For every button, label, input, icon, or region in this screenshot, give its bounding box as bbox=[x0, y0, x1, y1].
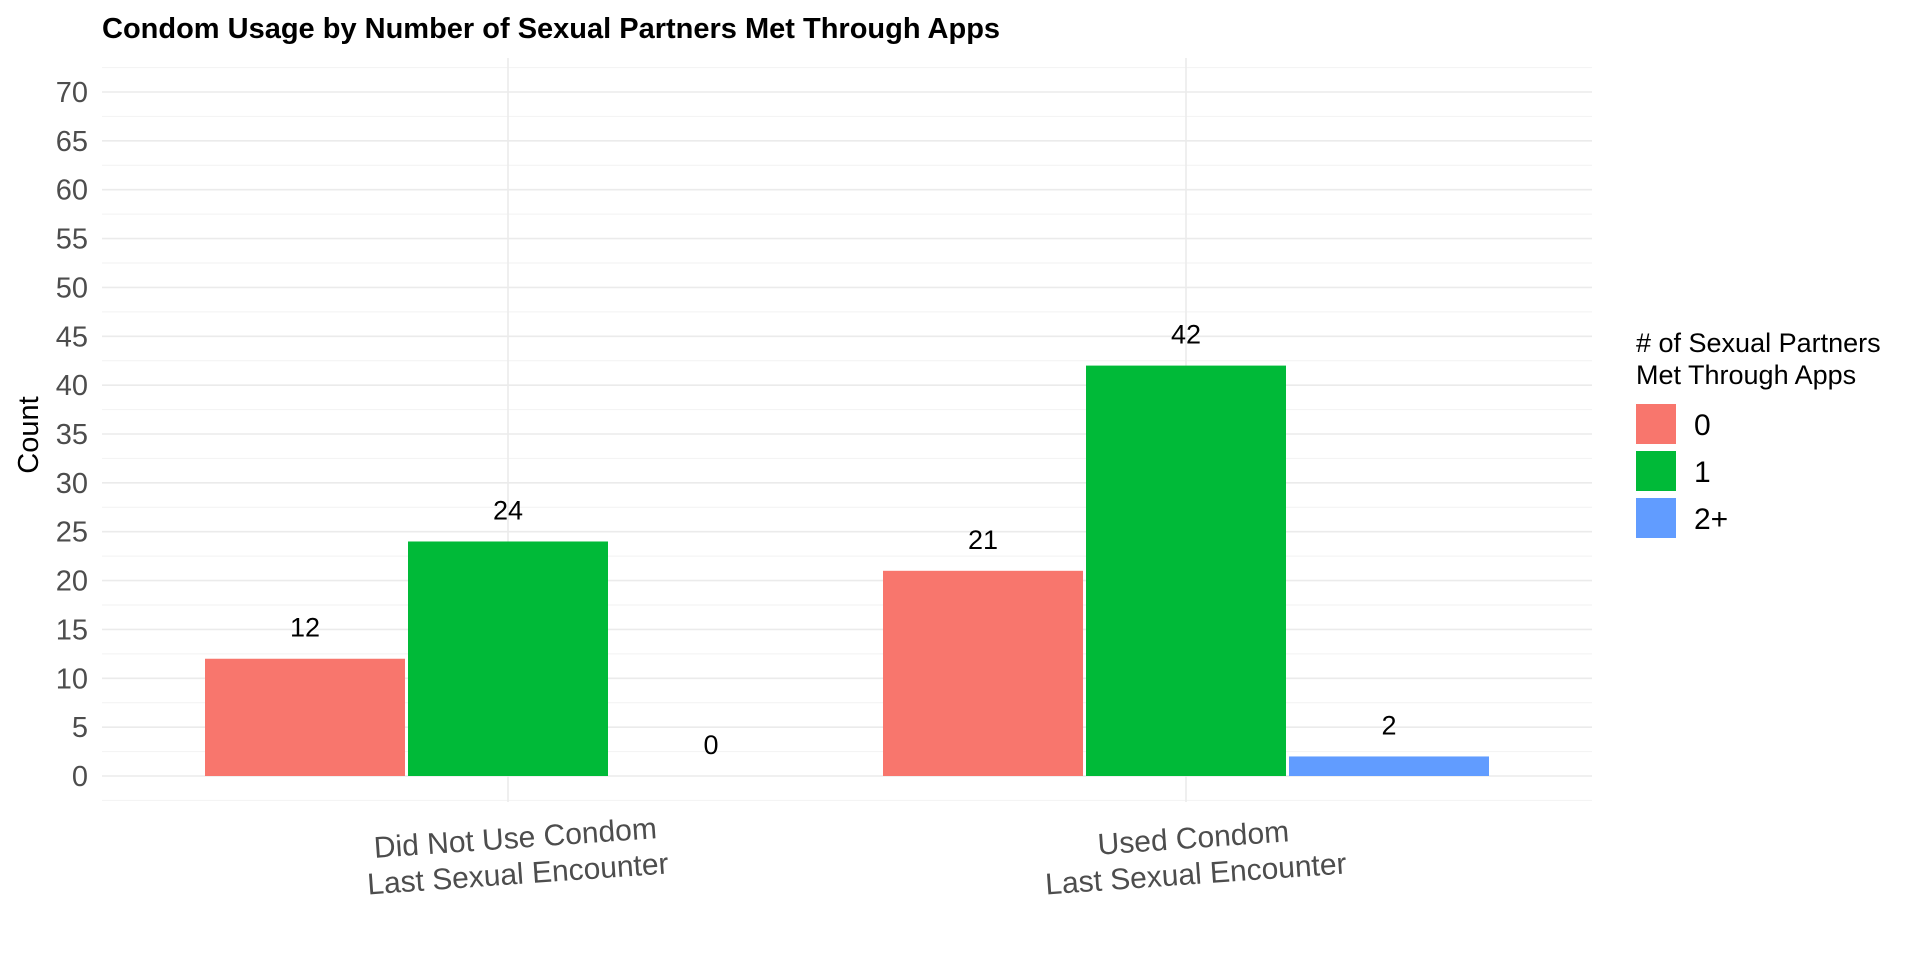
y-tick-label: 55 bbox=[56, 224, 88, 256]
legend-title-line: Met Through Apps bbox=[1636, 360, 1856, 390]
y-tick-label: 30 bbox=[56, 468, 88, 500]
bar-1-cat1 bbox=[408, 541, 608, 776]
y-tick-label: 60 bbox=[56, 175, 88, 207]
legend-item-2+: 2+ bbox=[1636, 498, 1728, 538]
legend-label: 1 bbox=[1694, 456, 1711, 489]
grid-layer bbox=[102, 58, 1592, 802]
y-tick-label: 15 bbox=[56, 614, 88, 646]
legend-swatch bbox=[1636, 404, 1676, 444]
y-tick-label: 10 bbox=[56, 663, 88, 695]
y-tick-label: 25 bbox=[56, 517, 88, 549]
y-tick-label: 70 bbox=[56, 77, 88, 109]
data-label: 0 bbox=[703, 730, 718, 760]
y-tick-label: 45 bbox=[56, 321, 88, 353]
data-labels-layer: 12 24 0 21 42 2 bbox=[290, 320, 1397, 760]
y-tick-label: 0 bbox=[72, 761, 88, 793]
bar-0-cat2 bbox=[883, 570, 1083, 776]
y-tick-label: 20 bbox=[56, 566, 88, 598]
legend-label: 2+ bbox=[1694, 503, 1728, 536]
legend-item-0: 0 bbox=[1636, 404, 1711, 444]
data-label: 42 bbox=[1171, 320, 1201, 350]
legend-item-1: 1 bbox=[1636, 451, 1711, 491]
data-label: 24 bbox=[493, 495, 523, 525]
legend-swatch bbox=[1636, 451, 1676, 491]
legend-label: 0 bbox=[1694, 409, 1711, 442]
legend-title-line: # of Sexual Partners bbox=[1636, 328, 1881, 358]
bar-0-cat1 bbox=[205, 658, 405, 776]
data-label: 12 bbox=[290, 613, 320, 643]
x-tick-label-line: Last Sexual Encounter bbox=[1044, 847, 1347, 901]
bar-2+-cat2 bbox=[1289, 756, 1489, 776]
chart-title: Condom Usage by Number of Sexual Partner… bbox=[102, 13, 1000, 45]
y-tick-label: 35 bbox=[56, 419, 88, 451]
data-label: 2 bbox=[1381, 710, 1396, 740]
y-axis-title: Count bbox=[13, 396, 45, 473]
y-tick-label: 5 bbox=[72, 712, 88, 744]
y-tick-label: 50 bbox=[56, 272, 88, 304]
bars-layer bbox=[205, 365, 1489, 776]
legend: # of Sexual Partners Met Through Apps 0 1 2… bbox=[1636, 328, 1881, 538]
y-tick-label: 40 bbox=[56, 370, 88, 402]
y-axis: 0 5 10 15 20 25 30 35 40 45 50 55 60 65 70 bbox=[56, 77, 88, 793]
bar-1-cat2 bbox=[1086, 365, 1286, 776]
legend-swatch bbox=[1636, 498, 1676, 538]
data-label: 21 bbox=[968, 525, 998, 555]
y-tick-label: 65 bbox=[56, 126, 88, 158]
